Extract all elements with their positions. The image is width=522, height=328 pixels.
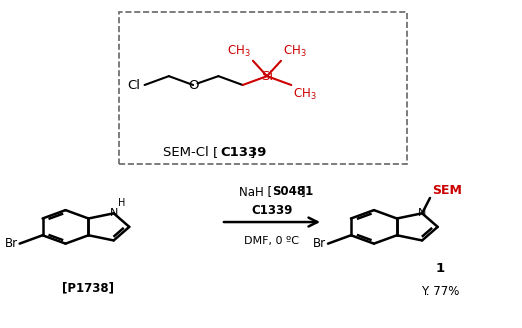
Text: SEM-Cl: SEM-Cl [163, 146, 213, 159]
Text: DMF, 0 ºC: DMF, 0 ºC [244, 236, 300, 246]
Text: CH$_3$: CH$_3$ [227, 44, 251, 59]
Text: Si: Si [261, 70, 273, 83]
Text: ]: ] [301, 185, 305, 198]
Text: S0481: S0481 [272, 185, 313, 198]
Text: [: [ [213, 146, 219, 159]
Text: CH$_3$: CH$_3$ [293, 87, 317, 102]
Text: C1339: C1339 [220, 146, 266, 159]
Text: Br: Br [313, 237, 326, 250]
Text: [P1738]: [P1738] [63, 282, 114, 295]
Text: C1339: C1339 [251, 204, 293, 217]
Text: NaH [: NaH [ [239, 185, 272, 198]
Text: ]: ] [250, 146, 255, 159]
Text: N: N [418, 208, 426, 218]
Text: N: N [110, 208, 118, 218]
Text: O: O [188, 78, 198, 92]
Text: CH$_3$: CH$_3$ [283, 44, 307, 59]
Text: Y. 77%: Y. 77% [421, 285, 459, 298]
Text: Cl: Cl [127, 78, 140, 92]
Text: H: H [118, 197, 125, 208]
Text: SEM: SEM [433, 184, 462, 197]
Text: 1: 1 [436, 262, 445, 275]
Text: Br: Br [5, 237, 18, 250]
